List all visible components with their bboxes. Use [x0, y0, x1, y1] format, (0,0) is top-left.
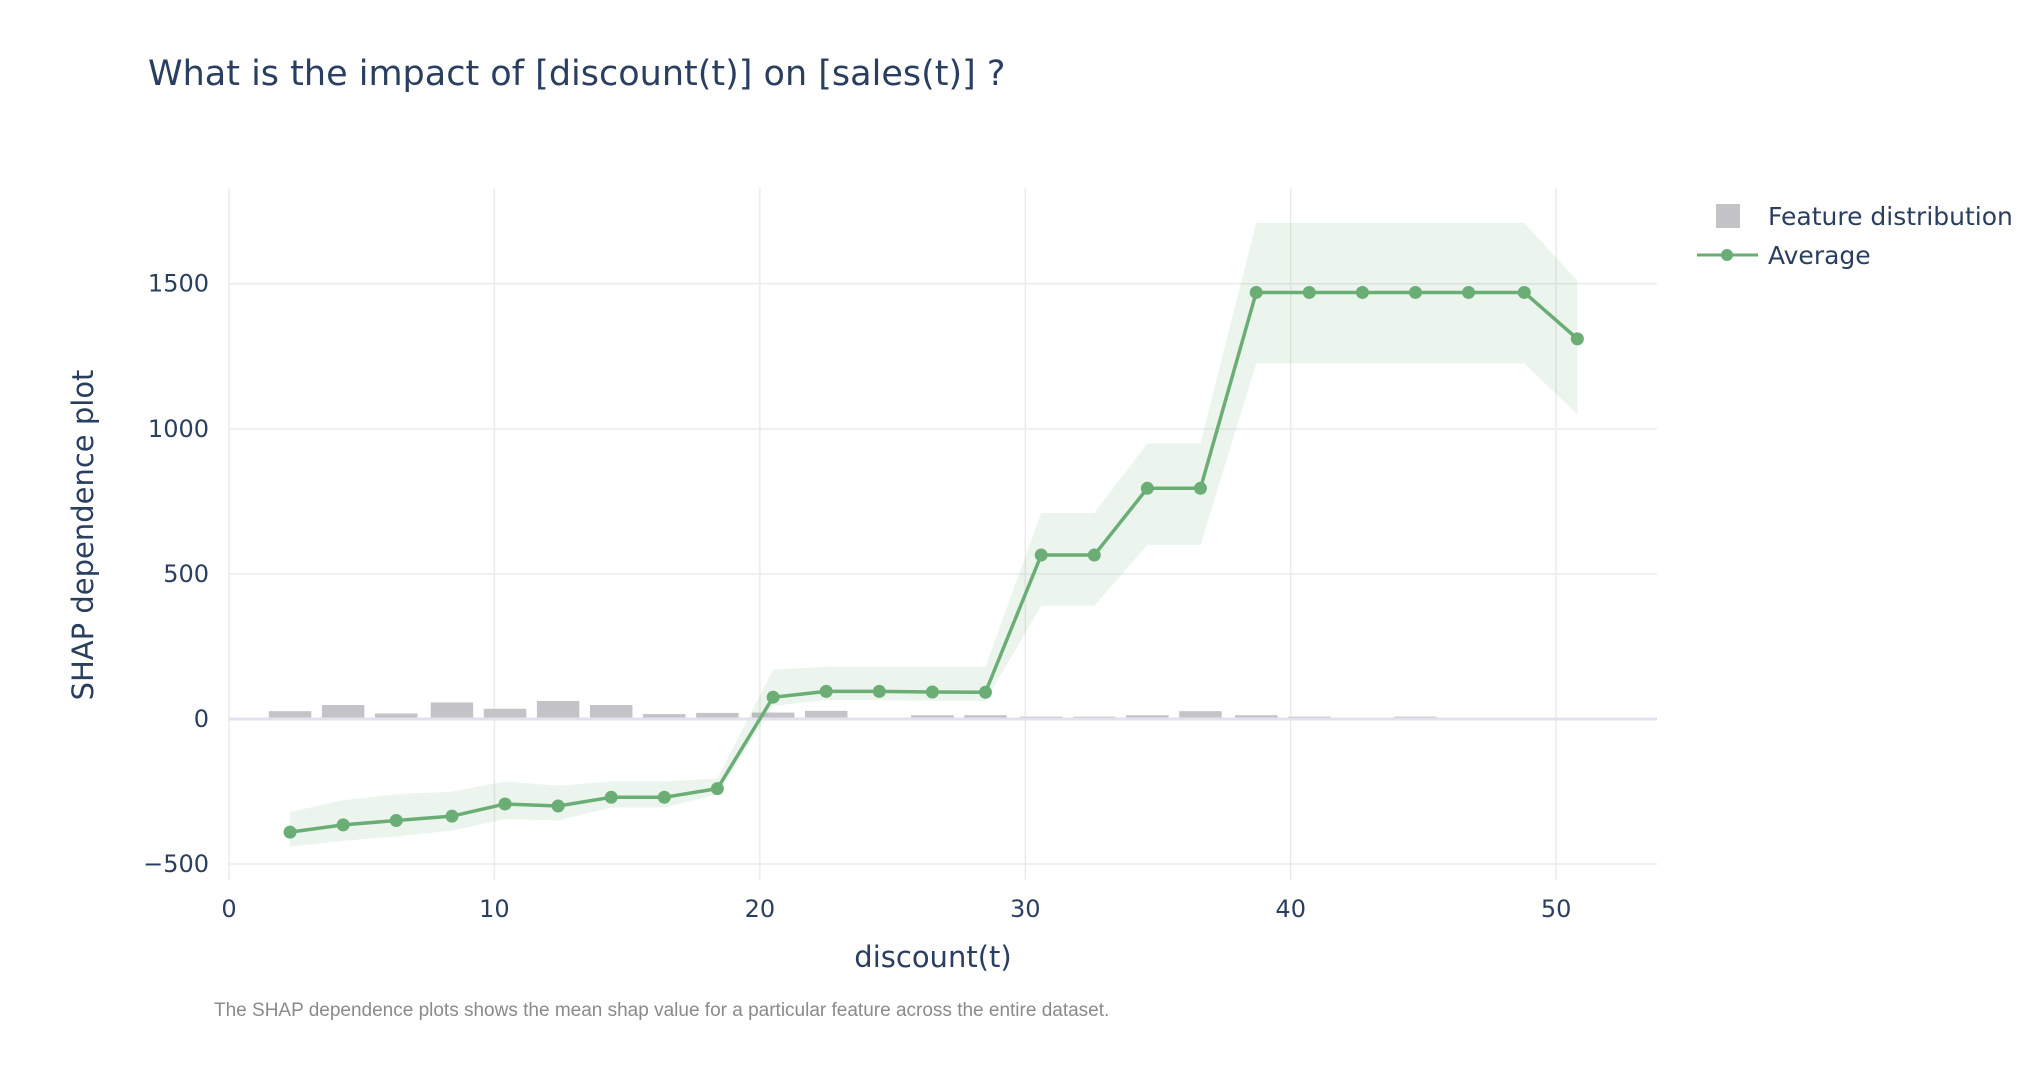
average-point — [710, 782, 724, 796]
distribution-bar — [536, 700, 580, 719]
x-axis-ticks: 0 10 20 30 40 50 — [221, 895, 1571, 923]
average-point — [1302, 285, 1316, 299]
legend-marker-swatch — [1721, 249, 1733, 261]
distribution-bar — [589, 705, 633, 719]
legend-item-feature-distribution[interactable]: Feature distribution — [1716, 202, 2013, 231]
x-tick-label: 10 — [479, 895, 510, 923]
average-point — [1193, 481, 1207, 495]
legend-label-feature-distribution: Feature distribution — [1768, 202, 2013, 231]
average-point — [925, 685, 939, 699]
distribution-bar — [483, 708, 527, 719]
average-point — [336, 818, 350, 832]
x-tick-label: 20 — [745, 895, 776, 923]
legend-label-average: Average — [1768, 241, 1871, 270]
average-point — [819, 684, 833, 698]
average-point — [1249, 285, 1263, 299]
distribution-bar — [964, 715, 1007, 719]
distribution-bar — [321, 705, 365, 719]
legend-item-average[interactable]: Average — [1697, 241, 1871, 270]
confidence-band-area — [290, 222, 1578, 847]
distribution-bar — [804, 710, 848, 719]
average-point — [498, 797, 512, 811]
distribution-bar — [643, 714, 686, 719]
average-point — [389, 814, 403, 828]
y-tick-label: 1500 — [148, 270, 209, 298]
average-point — [1034, 548, 1048, 562]
y-tick-label: 0 — [194, 705, 209, 733]
x-tick-label: 30 — [1010, 895, 1041, 923]
x-tick-label: 50 — [1541, 895, 1572, 923]
distribution-bar — [696, 712, 739, 719]
grid-lines — [228, 188, 1657, 880]
average-point — [1087, 548, 1101, 562]
average-point — [766, 690, 780, 704]
y-axis-ticks: −500 0 500 1000 1500 — [143, 270, 209, 878]
average-point — [1462, 285, 1476, 299]
distribution-bar — [751, 712, 795, 719]
distribution-bar — [1126, 715, 1169, 719]
feature-distribution-bars — [268, 700, 1599, 719]
average-point — [1408, 285, 1422, 299]
distribution-bar — [374, 713, 418, 719]
distribution-bar — [1179, 711, 1222, 719]
distribution-bar — [268, 711, 312, 719]
average-point — [551, 799, 565, 813]
average-point — [978, 685, 992, 699]
chart-caption: The SHAP dependence plots shows the mean… — [214, 1000, 1109, 1021]
y-axis-title: SHAP dependence plot — [66, 370, 100, 701]
average-series-line — [289, 290, 1579, 834]
distribution-bar — [911, 715, 954, 719]
average-point — [1355, 285, 1369, 299]
average-point — [657, 790, 671, 804]
distribution-bar — [430, 702, 474, 719]
average-line — [289, 290, 1579, 834]
average-point — [1517, 285, 1531, 299]
average-point — [445, 809, 459, 823]
average-points — [283, 285, 1584, 839]
average-point — [1570, 332, 1584, 346]
y-tick-label: 1000 — [148, 415, 209, 443]
average-point — [1140, 481, 1154, 495]
legend-square-swatch — [1716, 204, 1740, 228]
average-point — [872, 684, 886, 698]
distribution-bar — [1234, 715, 1278, 719]
chart-title: What is the impact of [discount(t)] on [… — [148, 54, 1006, 94]
legend: Feature distribution Average — [1697, 202, 2013, 270]
average-point — [283, 825, 297, 839]
x-tick-label: 0 — [221, 895, 236, 923]
y-tick-label: 500 — [163, 560, 209, 588]
confidence-band — [290, 222, 1578, 847]
average-point — [604, 790, 618, 804]
x-axis-title: discount(t) — [854, 940, 1011, 974]
x-tick-label: 40 — [1275, 895, 1306, 923]
y-tick-label: −500 — [143, 850, 209, 878]
